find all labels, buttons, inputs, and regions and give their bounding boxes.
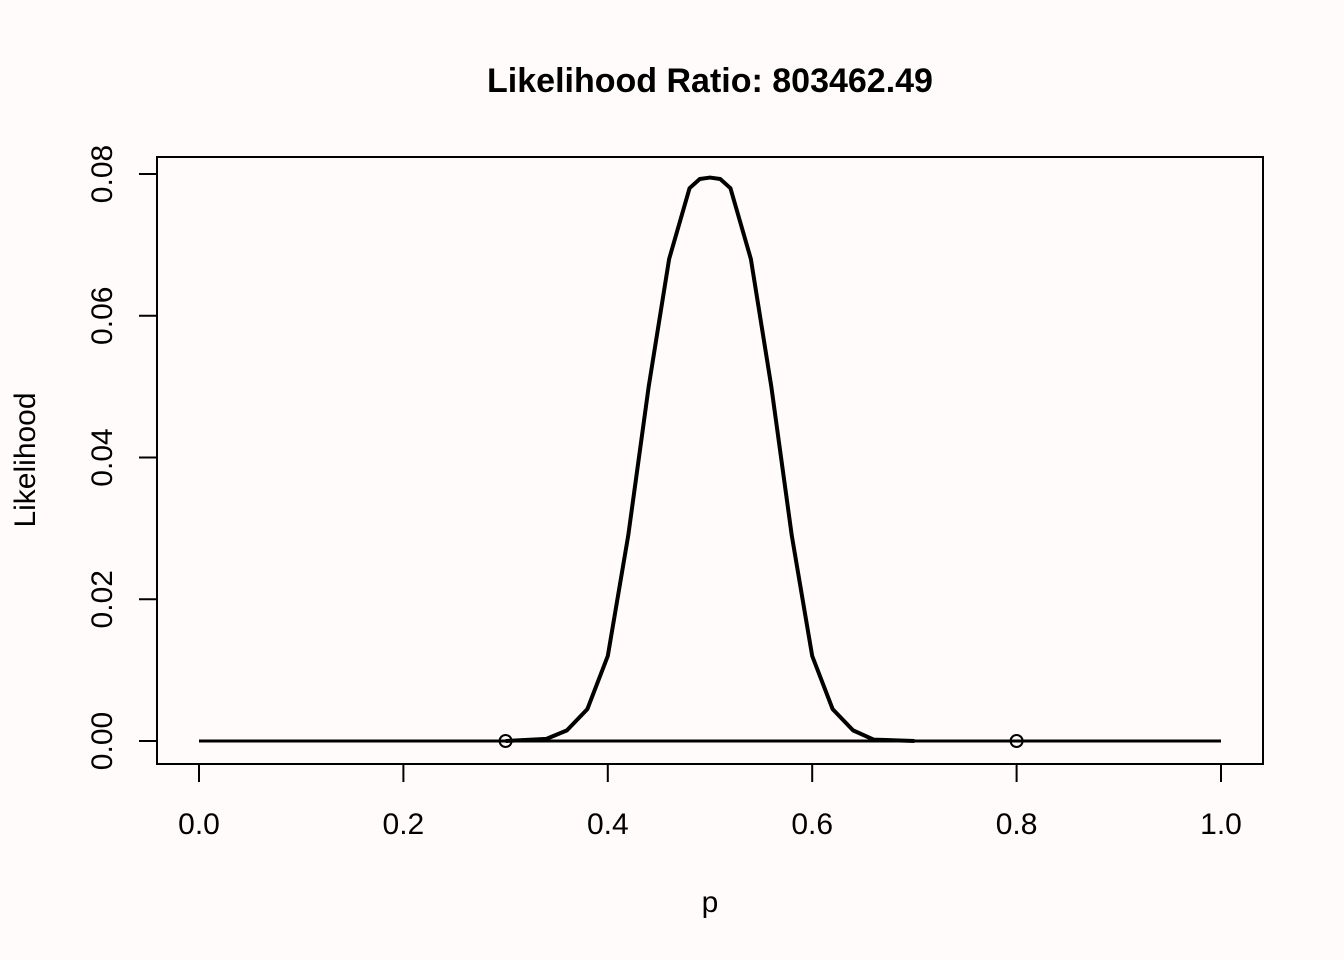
chart-title: Likelihood Ratio: 803462.49 (487, 62, 933, 100)
x-tick-label: 0.0 (178, 808, 220, 841)
x-tick-label: 1.0 (1200, 808, 1242, 841)
points-layer (498, 734, 1024, 748)
y-tick-label: 0.04 (86, 428, 119, 486)
x-tick-label: 0.6 (791, 808, 833, 841)
y-tick-label: 0.08 (86, 145, 119, 203)
likelihood-curve (505, 175, 915, 743)
x-tick-label: 0.2 (383, 808, 425, 841)
y-tick-label: 0.02 (86, 570, 119, 628)
series-layer (199, 175, 1221, 743)
x-axis-label: p (702, 886, 719, 919)
data-point (1009, 734, 1024, 748)
y-tick-label: 0.00 (86, 712, 119, 770)
data-point (498, 734, 513, 748)
y-axis: 0.00 0.02 0.04 0.06 0.08 (86, 145, 158, 770)
x-tick-label: 0.4 (587, 808, 629, 841)
y-tick-label: 0.06 (86, 287, 119, 345)
plot-area-frame (156, 156, 1264, 765)
y-axis-label: Likelihood (9, 392, 42, 527)
x-axis: 0.0 0.2 0.4 0.6 0.8 1.0 (178, 763, 1242, 841)
x-tick-label: 0.8 (996, 808, 1038, 841)
